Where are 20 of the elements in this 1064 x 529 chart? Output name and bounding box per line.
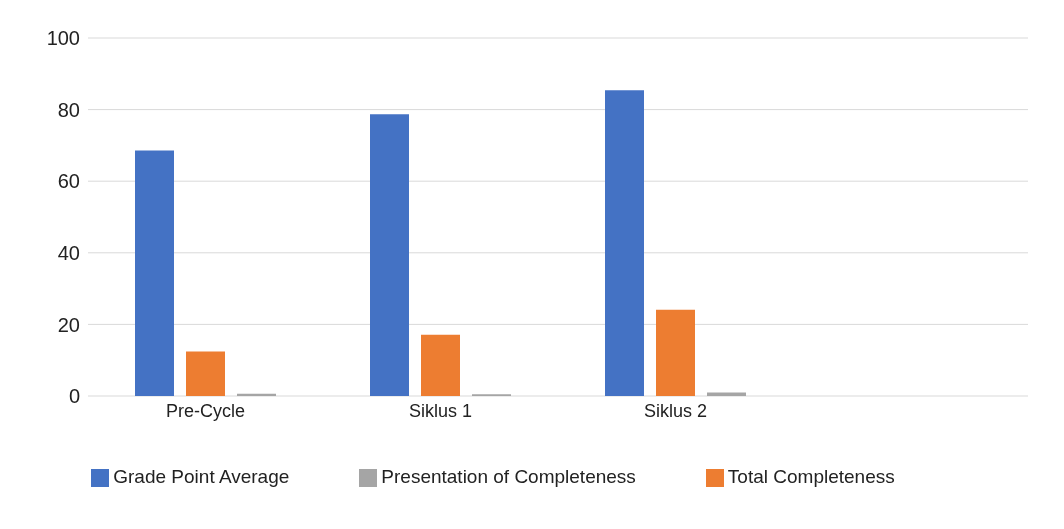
bar — [707, 392, 746, 396]
bar — [237, 393, 276, 396]
y-tick-label: 40 — [57, 241, 80, 264]
y-tick-label: 20 — [57, 313, 80, 336]
x-tick-label: Pre-Cycle — [165, 400, 246, 421]
y-tick-label: 60 — [57, 170, 80, 193]
bar — [370, 114, 409, 396]
y-tick-label: 100 — [46, 27, 80, 50]
legend-label: Presentation of Completeness — [381, 466, 636, 487]
bar — [135, 150, 174, 396]
x-tick-label: Siklus 2 — [643, 400, 708, 421]
bar — [656, 309, 695, 396]
x-tick-label: Siklus 1 — [408, 400, 473, 421]
bar — [186, 351, 225, 396]
legend-label: Total Completeness — [727, 466, 895, 487]
bar — [605, 90, 644, 396]
bar — [421, 334, 460, 396]
y-tick-label: 0 — [68, 385, 80, 408]
y-tick-label: 80 — [57, 98, 80, 121]
legend-label: Grade Point Average — [113, 466, 290, 487]
